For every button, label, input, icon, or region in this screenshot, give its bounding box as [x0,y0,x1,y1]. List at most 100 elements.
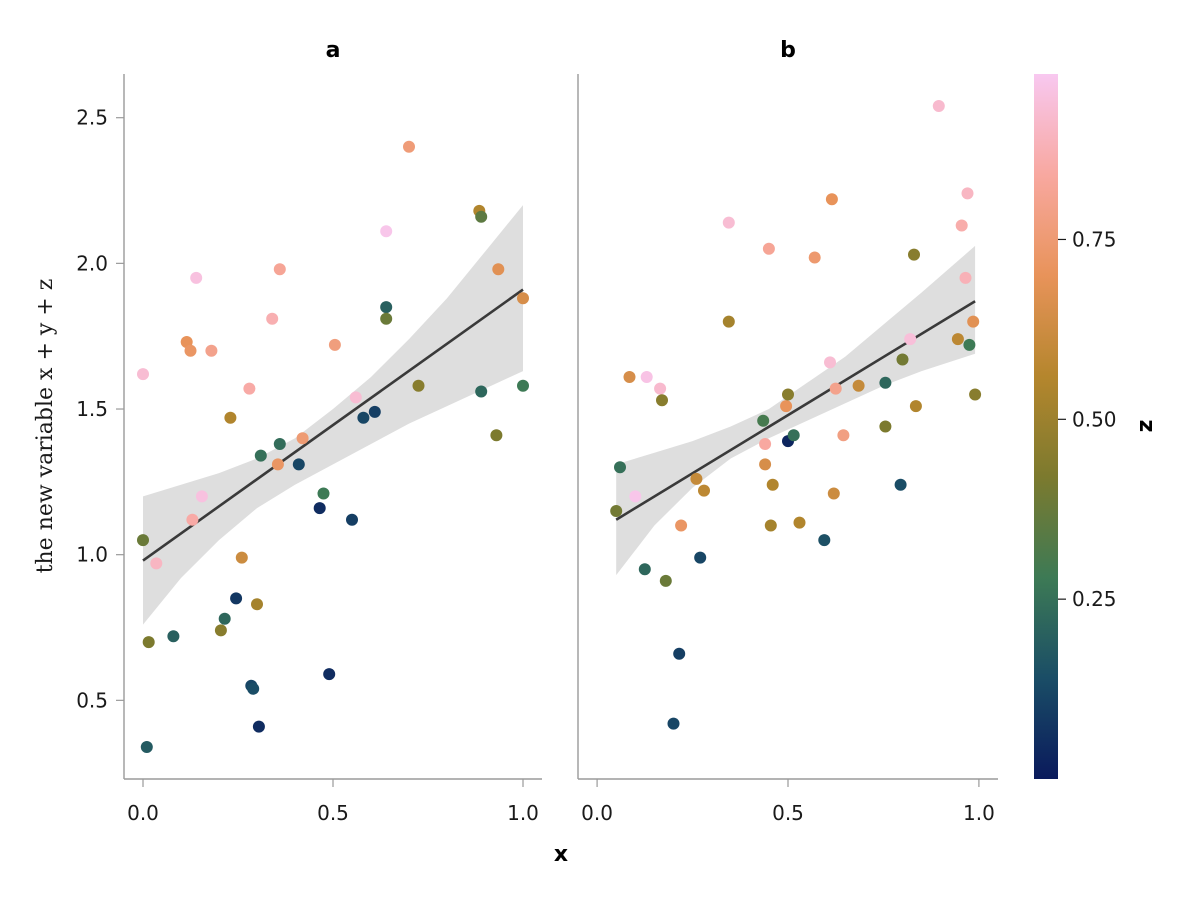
x-tick-label: 0.5 [317,801,349,825]
data-point [852,379,865,392]
data-point [273,263,286,276]
data-point [357,411,370,424]
data-point [896,353,909,366]
data-point [167,630,180,643]
data-point [780,400,793,413]
data-point [247,682,260,695]
data-point [879,420,892,433]
x-tick-label: 0.0 [581,801,613,825]
data-point [766,478,779,491]
data-point [638,563,651,576]
x-tick-label: 1.0 [963,801,995,825]
data-point [235,551,248,564]
data-point [243,382,256,395]
data-point [782,388,794,401]
colorbar-label: z [1133,420,1158,433]
data-point [909,400,922,413]
data-point [266,312,279,325]
data-point [380,225,393,238]
data-point [349,391,362,404]
data-point [142,636,155,649]
data-point [959,271,972,284]
regression-line [615,300,976,521]
data-point [698,484,710,497]
data-point [759,438,772,450]
data-point [951,333,964,346]
y-tick-label: 0.5 [76,688,108,712]
data-point [787,429,800,442]
data-point [273,438,286,450]
x-tick-label: 1.0 [507,801,539,825]
data-point [623,371,636,383]
y-tick-label: 1.5 [76,397,108,421]
data-point [808,251,821,264]
data-point [610,505,623,517]
data-point [317,487,330,500]
data-point [368,405,381,418]
y-tick-label: 1.0 [76,543,108,567]
data-point [722,216,735,229]
colorbar-tick-label: 0.75 [1072,227,1117,251]
x-tick-label: 0.0 [127,801,159,825]
data-point [837,429,850,442]
data-point [614,461,626,474]
data-point [904,333,917,346]
data-point [967,315,980,328]
y-axis: 0.5 1.0 1.5 2.0 2.5 [76,106,124,712]
data-point [673,647,686,660]
colorbar-tick-label: 0.25 [1072,587,1117,611]
y-tick-label: 2.0 [76,251,108,275]
colorbar-tick-label: 0.50 [1072,407,1117,431]
panel-b: b 0.0 0.5 1.0 [577,38,998,825]
panel-title: a [326,38,341,63]
data-point [722,315,735,328]
x-axis-label: x [554,842,568,867]
data-point [827,487,840,500]
confidence-band [143,205,523,625]
data-point [328,338,341,351]
data-point [757,414,770,427]
panel-title: b [780,38,796,63]
colorbar-gradient [1034,74,1058,779]
data-point [764,519,777,532]
data-point [140,741,153,753]
data-point [296,432,309,445]
panels: a 0.0 0.5 1.0 b 0.0 0.5 1.0 [123,38,998,825]
data-point [412,379,425,392]
data-point [667,717,680,730]
regression-line [142,288,524,562]
data-point [762,242,775,255]
data-point [346,513,358,526]
data-point [205,344,218,357]
data-point [629,490,642,503]
data-point [656,394,668,407]
data-point [150,557,163,570]
data-point [640,371,653,383]
data-point [254,449,267,462]
data-point [218,612,231,625]
data-point [313,502,326,515]
data-point [186,513,199,526]
data-point [224,411,237,424]
data-point [137,368,149,381]
data-point [659,574,672,587]
data-point [694,551,707,564]
y-tick-label: 2.5 [76,106,108,130]
data-point [292,458,305,471]
data-point [829,382,842,395]
colorbar: z 0.25 0.50 0.75 [1034,74,1158,779]
data-point [475,210,488,223]
data-point [517,292,529,305]
data-point [492,263,505,276]
data-point [137,534,149,547]
data-point [380,312,393,325]
data-point [230,592,243,605]
data-point [403,140,415,153]
data-point [214,624,227,637]
data-point [195,490,208,503]
panel-a: a 0.0 0.5 1.0 [123,38,542,825]
data-point [475,385,488,398]
data-point [824,356,836,369]
data-point [251,598,263,611]
data-point [825,193,838,206]
